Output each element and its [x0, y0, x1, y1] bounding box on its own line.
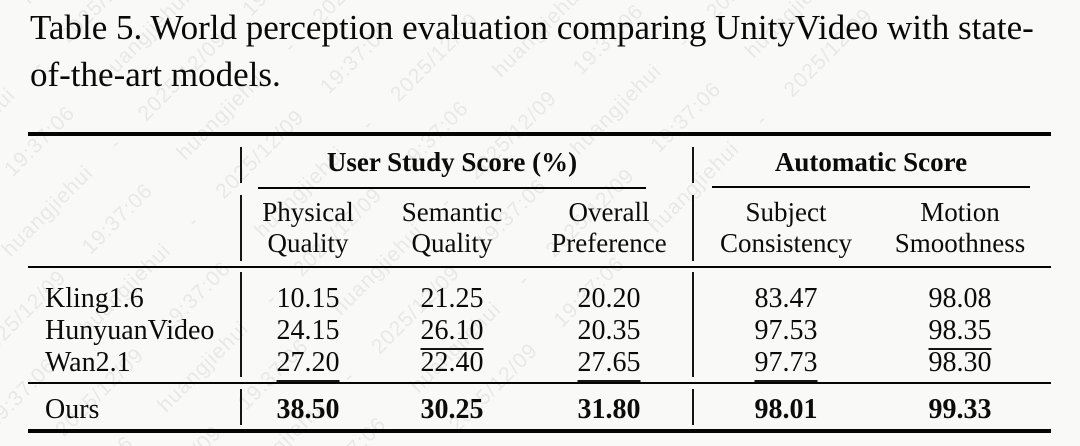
group-header-user-study: User Study Score (%) — [326, 147, 578, 177]
col-separator-1 — [240, 195, 242, 261]
model-name: Wan2.1 — [45, 347, 131, 378]
col-separator-2 — [692, 272, 694, 377]
score-value: 21.25 — [420, 283, 484, 314]
column-header: Physical Quality — [262, 197, 354, 258]
col-separator-2 — [692, 389, 694, 425]
score-value: 27.20 — [276, 347, 340, 382]
score-value: 99.33 — [928, 394, 992, 425]
score-value: 20.35 — [577, 315, 641, 346]
table-row-ours: Ours 38.50 30.25 31.80 98.01 99.33 — [0, 394, 1080, 425]
score-value: 24.15 — [276, 315, 340, 346]
model-name: Kling1.6 — [45, 283, 144, 314]
score-value: 98.08 — [928, 283, 992, 314]
col-separator-2 — [692, 147, 694, 183]
score-value: 97.53 — [754, 315, 818, 346]
header-body-rule — [28, 266, 1051, 268]
score-value: 98.35 — [928, 315, 992, 350]
col-separator-1 — [240, 147, 242, 183]
column-header: Subject Consistency — [720, 197, 852, 258]
bottom-rule — [28, 429, 1051, 433]
score-value: 22.40 — [420, 347, 484, 378]
score-value: 31.80 — [577, 394, 641, 425]
score-value: 98.30 — [928, 347, 992, 378]
score-value: 26.10 — [420, 315, 484, 350]
table-row: Kling1.6 10.15 21.25 20.20 83.47 98.08 — [0, 283, 1080, 314]
score-value: 98.01 — [754, 394, 818, 425]
score-value: 30.25 — [420, 394, 484, 425]
model-name: HunyuanVideo — [45, 315, 215, 346]
score-value: 97.73 — [754, 347, 818, 382]
table-row: HunyuanVideo 24.15 26.10 20.35 97.53 98.35 — [0, 315, 1080, 350]
table-row: Wan2.1 27.20 22.40 27.65 97.73 98.30 — [0, 347, 1080, 382]
table-caption: Table 5. World perception evaluation com… — [30, 8, 1034, 94]
score-value: 27.65 — [577, 347, 641, 382]
col-separator-1 — [240, 389, 242, 425]
score-value: 10.15 — [276, 283, 340, 314]
automatic-cmidrule — [712, 186, 1030, 188]
ours-separator-rule — [28, 382, 1051, 384]
column-header: Overall Preference — [551, 197, 667, 258]
column-header: Semantic Quality — [401, 197, 503, 258]
score-value: 83.47 — [754, 283, 818, 314]
column-header: Motion Smoothness — [894, 197, 1026, 258]
score-value: 38.50 — [276, 394, 340, 425]
model-name: Ours — [45, 394, 100, 425]
user-study-cmidrule — [258, 187, 646, 189]
col-separator-1 — [240, 272, 242, 377]
top-rule — [28, 132, 1051, 136]
col-separator-2 — [692, 195, 694, 261]
group-header-automatic: Automatic Score — [774, 147, 968, 177]
score-value: 20.20 — [577, 283, 641, 314]
